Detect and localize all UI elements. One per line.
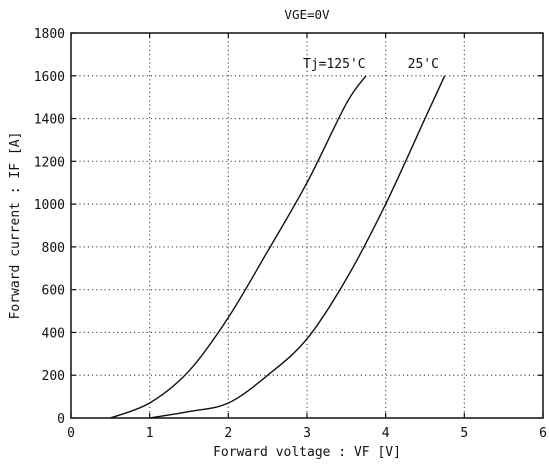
series-lines xyxy=(110,75,446,419)
y-tick-label: 200 xyxy=(42,369,65,384)
series-line-1 xyxy=(149,75,446,419)
y-tick-label: 1400 xyxy=(34,113,65,128)
y-tick-label: 0 xyxy=(57,412,65,427)
x-tick-label: 5 xyxy=(460,426,468,441)
series-label-0: Tj=125'C xyxy=(303,57,366,72)
series-line-0 xyxy=(110,75,367,419)
plot-frame xyxy=(70,32,544,419)
grid xyxy=(71,33,543,418)
x-tick-label: 6 xyxy=(539,426,547,441)
x-tick-label: 2 xyxy=(224,426,232,441)
y-axis-ticks: 0 200 400 600 800 1000 1200 1400 1600 1800 xyxy=(34,27,543,427)
series-label-1: 25'C xyxy=(408,57,439,72)
x-tick-label: 0 xyxy=(67,426,75,441)
series-labels: Tj=125'C 25'C xyxy=(303,57,439,72)
x-tick-label: 3 xyxy=(303,426,311,441)
y-tick-label: 600 xyxy=(42,284,65,299)
x-tick-label: 4 xyxy=(382,426,390,441)
chart-title: VGE=0V xyxy=(284,7,330,22)
y-tick-label: 1600 xyxy=(34,70,65,85)
x-tick-label: 1 xyxy=(146,426,154,441)
y-tick-label: 800 xyxy=(42,241,65,256)
y-tick-label: 1200 xyxy=(34,155,65,170)
x-axis-title: Forward voltage : VF [V] xyxy=(213,445,401,460)
y-tick-label: 1800 xyxy=(34,27,65,42)
y-axis-title: Forward current : IF [A] xyxy=(8,132,23,320)
y-tick-label: 400 xyxy=(42,326,65,341)
x-axis-ticks: 0 1 2 3 4 5 6 xyxy=(67,33,547,441)
y-tick-label: 1000 xyxy=(34,198,65,213)
